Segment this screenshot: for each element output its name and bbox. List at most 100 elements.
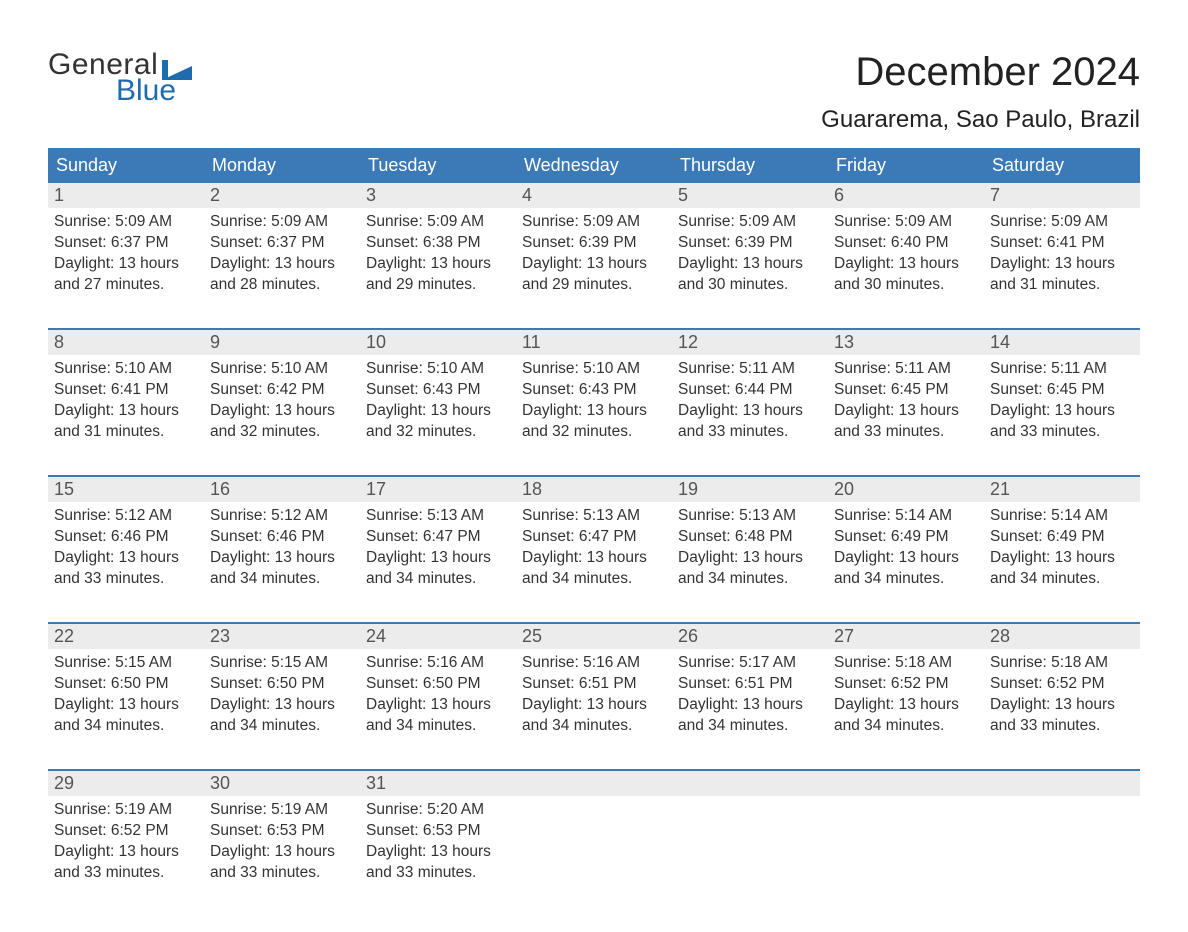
calendar-cell: Sunrise: 5:09 AMSunset: 6:38 PMDaylight:… xyxy=(360,208,516,304)
sunset-line: Sunset: 6:41 PM xyxy=(54,380,198,401)
day-number: 4 xyxy=(516,183,672,208)
calendar-cell xyxy=(984,796,1140,892)
daylight-line: Daylight: 13 hours and 33 minutes. xyxy=(834,401,978,443)
calendar-cell: Sunrise: 5:12 AMSunset: 6:46 PMDaylight:… xyxy=(48,502,204,598)
sunset-line: Sunset: 6:47 PM xyxy=(366,527,510,548)
sunrise-line: Sunrise: 5:09 AM xyxy=(210,212,354,233)
calendar-week: 293031Sunrise: 5:19 AMSunset: 6:52 PMDay… xyxy=(48,769,1140,892)
day-number: 28 xyxy=(984,624,1140,649)
day-number: 27 xyxy=(828,624,984,649)
daylight-line: Daylight: 13 hours and 33 minutes. xyxy=(54,548,198,590)
day-number: 25 xyxy=(516,624,672,649)
day-number: 3 xyxy=(360,183,516,208)
sunset-line: Sunset: 6:50 PM xyxy=(366,674,510,695)
calendar-cell: Sunrise: 5:14 AMSunset: 6:49 PMDaylight:… xyxy=(828,502,984,598)
sunrise-line: Sunrise: 5:19 AM xyxy=(210,800,354,821)
sunrise-line: Sunrise: 5:11 AM xyxy=(678,359,822,380)
sunrise-line: Sunrise: 5:17 AM xyxy=(678,653,822,674)
calendar-body: 1234567Sunrise: 5:09 AMSunset: 6:37 PMDa… xyxy=(48,183,1140,892)
calendar-cell xyxy=(672,796,828,892)
sunset-line: Sunset: 6:39 PM xyxy=(522,233,666,254)
daylight-line: Daylight: 13 hours and 33 minutes. xyxy=(366,842,510,884)
day-number: 24 xyxy=(360,624,516,649)
calendar-cell: Sunrise: 5:11 AMSunset: 6:45 PMDaylight:… xyxy=(984,355,1140,451)
day-number: 29 xyxy=(48,771,204,796)
day-number: 22 xyxy=(48,624,204,649)
calendar-cell xyxy=(828,796,984,892)
sunrise-line: Sunrise: 5:18 AM xyxy=(834,653,978,674)
day-number xyxy=(984,771,1140,796)
day-number-band: 293031 xyxy=(48,771,1140,796)
day-number: 5 xyxy=(672,183,828,208)
daylight-line: Daylight: 13 hours and 34 minutes. xyxy=(678,548,822,590)
sunset-line: Sunset: 6:42 PM xyxy=(210,380,354,401)
sunrise-line: Sunrise: 5:14 AM xyxy=(990,506,1134,527)
sunset-line: Sunset: 6:50 PM xyxy=(54,674,198,695)
daylight-line: Daylight: 13 hours and 34 minutes. xyxy=(678,695,822,737)
calendar-cell: Sunrise: 5:13 AMSunset: 6:47 PMDaylight:… xyxy=(516,502,672,598)
day-number: 30 xyxy=(204,771,360,796)
sunset-line: Sunset: 6:51 PM xyxy=(678,674,822,695)
day-number: 31 xyxy=(360,771,516,796)
sunrise-line: Sunrise: 5:09 AM xyxy=(990,212,1134,233)
sunrise-line: Sunrise: 5:09 AM xyxy=(834,212,978,233)
day-number xyxy=(516,771,672,796)
sunrise-line: Sunrise: 5:13 AM xyxy=(678,506,822,527)
calendar-cell: Sunrise: 5:18 AMSunset: 6:52 PMDaylight:… xyxy=(984,649,1140,745)
sunset-line: Sunset: 6:37 PM xyxy=(54,233,198,254)
sunrise-line: Sunrise: 5:15 AM xyxy=(54,653,198,674)
daylight-line: Daylight: 13 hours and 34 minutes. xyxy=(522,548,666,590)
day-number: 15 xyxy=(48,477,204,502)
day-number: 19 xyxy=(672,477,828,502)
day-number: 26 xyxy=(672,624,828,649)
daylight-line: Daylight: 13 hours and 29 minutes. xyxy=(522,254,666,296)
sunrise-line: Sunrise: 5:19 AM xyxy=(54,800,198,821)
sunset-line: Sunset: 6:37 PM xyxy=(210,233,354,254)
calendar-cell: Sunrise: 5:13 AMSunset: 6:47 PMDaylight:… xyxy=(360,502,516,598)
daylight-line: Daylight: 13 hours and 34 minutes. xyxy=(834,695,978,737)
sunset-line: Sunset: 6:38 PM xyxy=(366,233,510,254)
sunrise-line: Sunrise: 5:16 AM xyxy=(366,653,510,674)
day-number xyxy=(828,771,984,796)
day-number: 20 xyxy=(828,477,984,502)
calendar-cell: Sunrise: 5:10 AMSunset: 6:43 PMDaylight:… xyxy=(516,355,672,451)
day-number: 13 xyxy=(828,330,984,355)
sunrise-line: Sunrise: 5:10 AM xyxy=(54,359,198,380)
calendar-cell: Sunrise: 5:18 AMSunset: 6:52 PMDaylight:… xyxy=(828,649,984,745)
sunrise-line: Sunrise: 5:13 AM xyxy=(522,506,666,527)
sunrise-line: Sunrise: 5:09 AM xyxy=(678,212,822,233)
day-of-week: Monday xyxy=(204,148,360,183)
sunset-line: Sunset: 6:53 PM xyxy=(366,821,510,842)
daylight-line: Daylight: 13 hours and 33 minutes. xyxy=(678,401,822,443)
sunrise-line: Sunrise: 5:10 AM xyxy=(366,359,510,380)
daylight-line: Daylight: 13 hours and 30 minutes. xyxy=(834,254,978,296)
title-block: December 2024 Guararema, Sao Paulo, Braz… xyxy=(821,50,1140,134)
calendar-cell xyxy=(516,796,672,892)
daylight-line: Daylight: 13 hours and 34 minutes. xyxy=(366,548,510,590)
day-number: 1 xyxy=(48,183,204,208)
sunset-line: Sunset: 6:45 PM xyxy=(990,380,1134,401)
sunset-line: Sunset: 6:52 PM xyxy=(834,674,978,695)
day-number: 21 xyxy=(984,477,1140,502)
sunset-line: Sunset: 6:47 PM xyxy=(522,527,666,548)
day-of-week: Thursday xyxy=(672,148,828,183)
calendar-week: 1234567Sunrise: 5:09 AMSunset: 6:37 PMDa… xyxy=(48,183,1140,304)
calendar-cell: Sunrise: 5:09 AMSunset: 6:41 PMDaylight:… xyxy=(984,208,1140,304)
daylight-line: Daylight: 13 hours and 34 minutes. xyxy=(522,695,666,737)
calendar-cell: Sunrise: 5:19 AMSunset: 6:52 PMDaylight:… xyxy=(48,796,204,892)
sunset-line: Sunset: 6:52 PM xyxy=(54,821,198,842)
sunset-line: Sunset: 6:44 PM xyxy=(678,380,822,401)
sunset-line: Sunset: 6:40 PM xyxy=(834,233,978,254)
day-of-week: Sunday xyxy=(48,148,204,183)
page-title: December 2024 xyxy=(821,50,1140,94)
daylight-line: Daylight: 13 hours and 32 minutes. xyxy=(366,401,510,443)
calendar-cell: Sunrise: 5:15 AMSunset: 6:50 PMDaylight:… xyxy=(204,649,360,745)
calendar-cell: Sunrise: 5:15 AMSunset: 6:50 PMDaylight:… xyxy=(48,649,204,745)
sunrise-line: Sunrise: 5:09 AM xyxy=(366,212,510,233)
sunrise-line: Sunrise: 5:15 AM xyxy=(210,653,354,674)
sunrise-line: Sunrise: 5:09 AM xyxy=(54,212,198,233)
sunset-line: Sunset: 6:53 PM xyxy=(210,821,354,842)
sunrise-line: Sunrise: 5:14 AM xyxy=(834,506,978,527)
sunset-line: Sunset: 6:43 PM xyxy=(522,380,666,401)
location-subtitle: Guararema, Sao Paulo, Brazil xyxy=(821,106,1140,134)
